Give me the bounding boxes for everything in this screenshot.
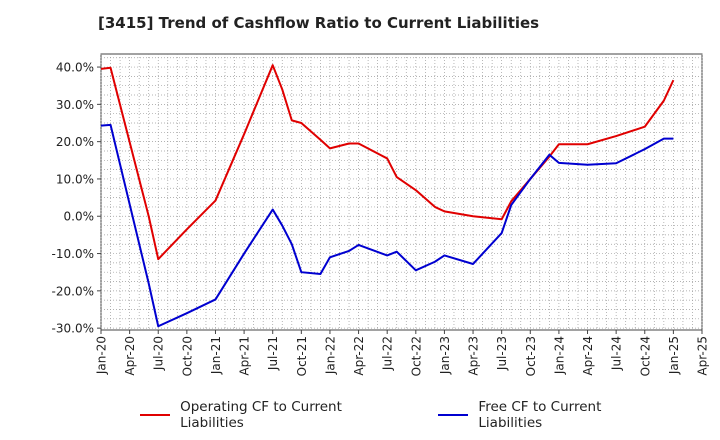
- y-tick-label: -10.0%: [52, 247, 94, 261]
- legend-label-free-cf: Free CF to Current Liabilities: [478, 399, 602, 431]
- y-tick-label: -20.0%: [52, 284, 94, 298]
- x-tick-label: Jan-23: [438, 336, 452, 375]
- x-tick-label: Jul-21: [266, 336, 280, 371]
- series-line-operating-cf: [100, 64, 675, 261]
- x-tick-label: Jul-23: [495, 336, 509, 371]
- x-tick-label: Apr-25: [696, 336, 710, 376]
- y-tick-label: 30.0%: [56, 98, 94, 112]
- y-tick-label: 40.0%: [56, 61, 94, 75]
- x-axis-ticks: Jan-20 Apr-20 Jul-20 Oct-20 Jan-21 Apr-21 Jul-…: [95, 330, 710, 376]
- x-tick-label: Jan-21: [209, 336, 223, 375]
- legend: Operating CF to Current Liabilities Free…: [140, 399, 700, 431]
- x-tick-label: Apr-24: [581, 336, 595, 376]
- x-tick-label: Apr-21: [238, 336, 252, 376]
- x-tick-label: Apr-23: [467, 336, 481, 376]
- x-tick-label: Oct-22: [409, 336, 423, 376]
- legend-swatch-free-cf: [438, 414, 469, 416]
- x-tick-label: Oct-24: [638, 336, 652, 376]
- x-tick-label: Jul-24: [610, 336, 624, 371]
- x-tick-label: Apr-22: [352, 336, 366, 376]
- x-tick-label: Oct-20: [180, 336, 194, 376]
- legend-label-operating-cf: Operating CF to Current Liabilities: [180, 399, 342, 431]
- y-axis-ticks: 40.0% 30.0% 20.0% 10.0% 0.0% -10.0% -20.0% -30.…: [52, 61, 101, 336]
- chart-title: [3415] Trend of Cashflow Ratio to Curren…: [98, 14, 540, 32]
- x-tick-label: Jul-20: [152, 336, 166, 371]
- x-tick-label: Jan-25: [667, 336, 681, 375]
- y-tick-label: 20.0%: [56, 135, 94, 149]
- grid-lines: [100, 54, 703, 330]
- legend-item-operating-cf: Operating CF to Current Liabilities: [140, 399, 396, 431]
- x-tick-label: Apr-20: [123, 336, 137, 376]
- y-tick-label: -30.0%: [52, 322, 94, 336]
- plot-area: [100, 53, 703, 331]
- x-tick-label: Oct-21: [295, 336, 309, 376]
- series-lines: [100, 64, 675, 328]
- x-tick-label: Oct-23: [524, 336, 538, 376]
- series-line-free-cf: [100, 123, 674, 328]
- legend-item-free-cf: Free CF to Current Liabilities: [438, 399, 658, 431]
- x-tick-label: Jan-20: [95, 336, 109, 375]
- y-tick-label: 0.0%: [64, 210, 95, 224]
- legend-swatch-operating-cf: [140, 414, 171, 416]
- y-tick-label: 10.0%: [56, 172, 94, 186]
- x-tick-label: Jan-24: [552, 336, 566, 375]
- x-tick-label: Jan-22: [323, 336, 337, 375]
- x-tick-label: Jul-22: [381, 336, 395, 371]
